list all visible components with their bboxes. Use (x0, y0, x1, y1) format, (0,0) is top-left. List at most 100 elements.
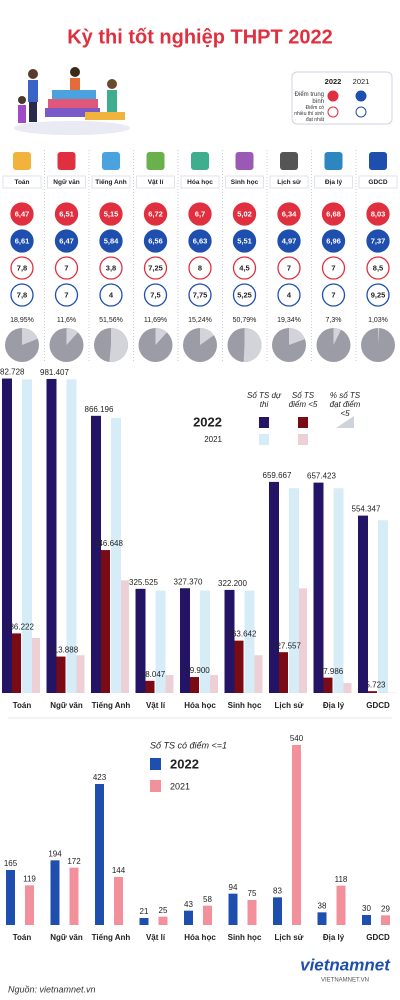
legend-dot (355, 106, 367, 118)
bar (203, 905, 212, 925)
bar-label: 981.407 (40, 368, 69, 377)
pie-label: 1,03% (368, 317, 388, 324)
score-label: 5,25 (237, 290, 252, 299)
score-dot (10, 202, 34, 226)
subject-icon (146, 152, 165, 170)
bar (292, 745, 301, 925)
score-label: 7,8 (17, 290, 27, 299)
bar (358, 515, 368, 693)
bar (111, 417, 121, 693)
score-label: 6,61 (15, 236, 30, 245)
bar (279, 652, 288, 693)
label-box (269, 175, 309, 189)
x-tick-label: Hóa học (184, 933, 216, 942)
pie-label: 18,95% (10, 317, 34, 324)
score-label: 6,51 (59, 209, 74, 218)
score-label: 3,8 (106, 263, 116, 272)
bar-label: 47.986 (319, 667, 344, 676)
bar (2, 378, 12, 693)
subject-label: Tiếng Anh (95, 178, 126, 186)
score-dot (99, 256, 123, 280)
subject-label: GDCD (368, 179, 387, 186)
bar-label: 75 (248, 889, 257, 898)
pie-label: 11,6% (57, 317, 76, 324)
score-dot (366, 229, 390, 253)
score-dot (99, 283, 123, 307)
bar (6, 870, 15, 925)
legend-swatch (259, 417, 269, 428)
bar (101, 550, 110, 693)
subject-icon (324, 152, 343, 170)
score-label: 6,56 (148, 236, 163, 245)
bar-label: 29 (381, 904, 390, 913)
bar (165, 675, 174, 693)
bar (180, 588, 190, 693)
score-label: 7 (287, 263, 291, 272)
score-dot (143, 256, 168, 280)
label-box (314, 175, 353, 189)
score-dot (54, 283, 79, 307)
score-label: 8,03 (371, 209, 386, 218)
bar (69, 867, 79, 925)
bar-label: 446.648 (94, 539, 123, 548)
bar (378, 520, 388, 693)
x-tick-label: Toán (13, 701, 32, 710)
score-label: 7 (331, 263, 335, 272)
bar-label: 163.642 (228, 630, 257, 639)
bar-label: 982.728 (0, 368, 25, 377)
bar-label: 423 (93, 773, 107, 782)
bar (66, 379, 77, 693)
pie-slice (243, 328, 262, 362)
score-label: 6,34 (282, 209, 297, 218)
legend-year: 2022 (325, 77, 342, 86)
bar-label: 127.557 (272, 641, 301, 650)
score-dot (366, 202, 390, 226)
bar (247, 900, 257, 925)
pie-label: 19,34% (277, 317, 301, 324)
bar-label: 83 (273, 886, 282, 895)
score-dot (277, 202, 301, 226)
bar-label: 866.196 (85, 405, 114, 414)
legend-swatch (298, 417, 308, 428)
score-dot (10, 283, 34, 307)
bar (135, 588, 146, 693)
score-dot (188, 283, 212, 307)
score-label: 6,47 (15, 209, 30, 218)
bar (114, 877, 123, 925)
bar (368, 691, 377, 693)
bar-label: 322.200 (218, 579, 247, 588)
legend-column: % số TS đạt điểm <5 (329, 391, 361, 418)
bar-label: 325.525 (129, 578, 158, 587)
bar (12, 633, 21, 693)
bar (228, 893, 238, 925)
pie-label: 11,69% (144, 317, 167, 324)
score-dot (232, 229, 257, 253)
score-dot (277, 283, 301, 307)
bar (158, 916, 168, 925)
score-label: 7,25 (148, 263, 163, 272)
bar-label: 172 (67, 857, 81, 866)
bar (184, 910, 193, 925)
bar-label: 21 (140, 907, 149, 916)
score-dot (54, 256, 79, 280)
subject-label: Sinh học (231, 179, 259, 186)
score-dot (232, 283, 257, 307)
score-label: 6,47 (59, 236, 74, 245)
logo: vietnamnet (300, 955, 391, 974)
bar-label: 554.347 (352, 505, 381, 514)
bar-label: 25 (159, 906, 168, 915)
score-label: 9,25 (371, 290, 386, 299)
pie-label: 7,3% (326, 317, 342, 324)
score-label: 7 (64, 263, 68, 272)
x-tick-label: Vật lí (146, 933, 166, 942)
bar (313, 482, 324, 693)
x-tick-label: Lịch sử (275, 933, 304, 942)
bar-label: 659.667 (263, 471, 292, 480)
legend-swatch (150, 780, 161, 792)
legend-swatch (298, 434, 308, 445)
subject-icon (102, 152, 120, 170)
legend-label: 2022 (170, 756, 199, 771)
score-dot (321, 283, 346, 307)
